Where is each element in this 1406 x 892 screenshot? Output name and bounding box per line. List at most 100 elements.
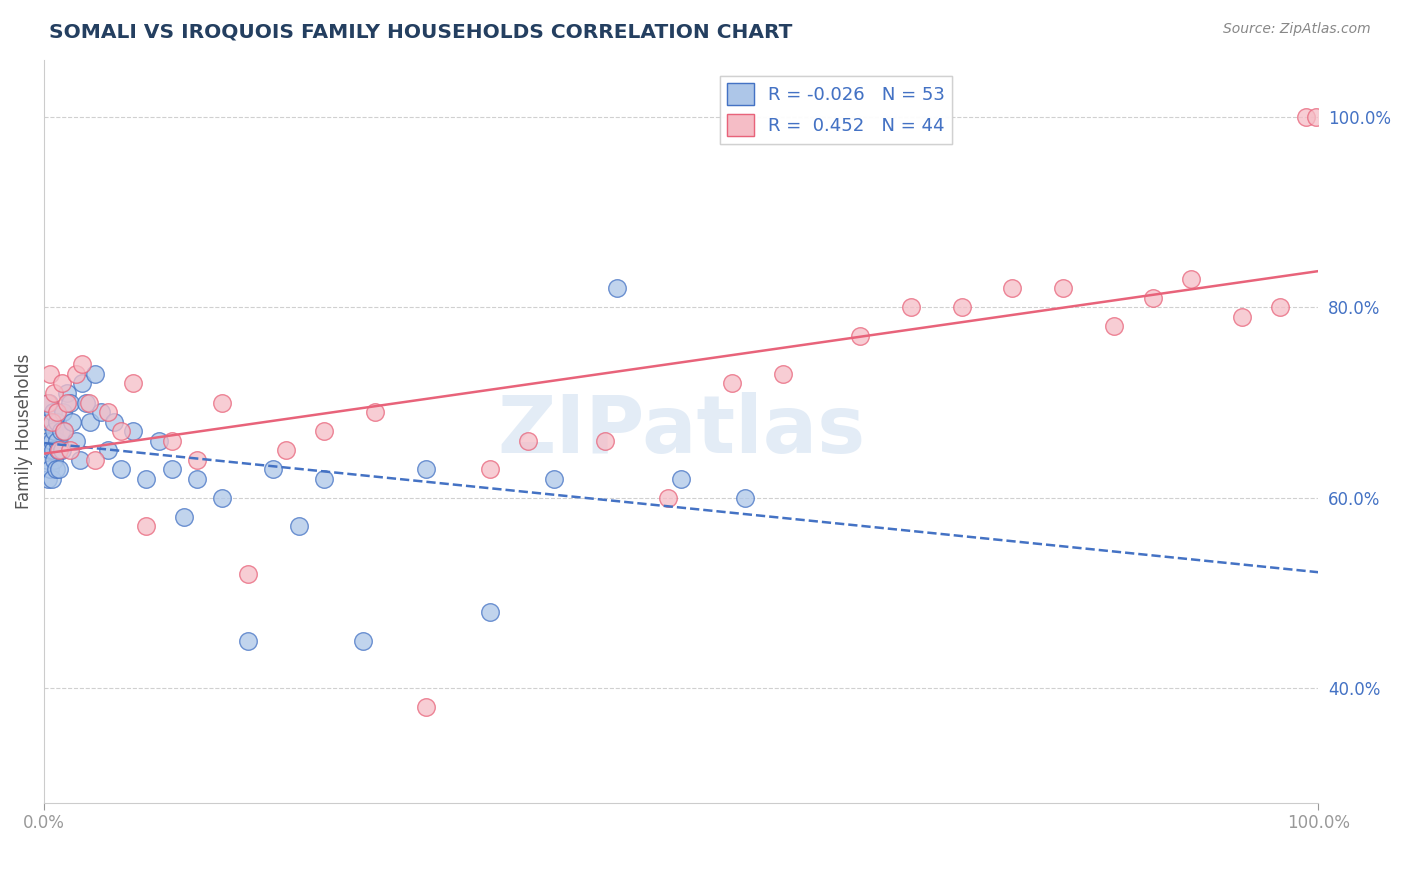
Point <box>276 443 298 458</box>
Point <box>772 367 794 381</box>
Point <box>148 434 170 448</box>
Point <box>58 395 80 409</box>
Point <box>186 472 208 486</box>
Point <box>39 367 62 381</box>
Point <box>56 386 79 401</box>
Point <box>58 443 80 458</box>
Point <box>160 462 183 476</box>
Point <box>593 434 616 448</box>
Point <box>479 605 502 619</box>
Point <box>90 405 112 419</box>
Point <box>84 367 107 381</box>
Point <box>39 462 62 476</box>
Point <box>41 472 63 486</box>
Point <box>77 395 100 409</box>
Point <box>415 462 437 476</box>
Point <box>135 472 157 486</box>
Point <box>122 424 145 438</box>
Legend: R = -0.026   N = 53, R =  0.452   N = 44: R = -0.026 N = 53, R = 0.452 N = 44 <box>720 76 952 144</box>
Point <box>160 434 183 448</box>
Point <box>44 386 66 401</box>
Point <box>97 405 120 419</box>
Point <box>211 491 233 505</box>
Point <box>48 462 70 476</box>
Point <box>37 434 59 448</box>
Point <box>53 424 76 438</box>
Text: ZIPatlas: ZIPatlas <box>498 392 865 470</box>
Point <box>35 452 58 467</box>
Point <box>721 376 744 391</box>
Point <box>65 367 87 381</box>
Point <box>1001 281 1024 295</box>
Point <box>97 443 120 458</box>
Point <box>65 434 87 448</box>
Point <box>236 633 259 648</box>
Point <box>848 329 870 343</box>
Point <box>1104 319 1126 334</box>
Point <box>60 415 83 429</box>
Point <box>110 424 132 438</box>
Point <box>1268 300 1291 314</box>
Point <box>45 415 67 429</box>
Point <box>45 434 67 448</box>
Point <box>110 462 132 476</box>
Point <box>211 395 233 409</box>
Point <box>51 376 73 391</box>
Point <box>186 452 208 467</box>
Point <box>42 443 65 458</box>
Point <box>103 415 125 429</box>
Point <box>415 700 437 714</box>
Point <box>84 452 107 467</box>
Y-axis label: Family Households: Family Households <box>15 353 32 508</box>
Point <box>45 462 67 476</box>
Point <box>45 405 67 419</box>
Text: SOMALI VS IROQUOIS FAMILY HOUSEHOLDS CORRELATION CHART: SOMALI VS IROQUOIS FAMILY HOUSEHOLDS COR… <box>49 22 793 41</box>
Point <box>314 424 336 438</box>
Point <box>51 443 73 458</box>
Point <box>543 472 565 486</box>
Text: Source: ZipAtlas.com: Source: ZipAtlas.com <box>1223 22 1371 37</box>
Point <box>352 633 374 648</box>
Point <box>39 443 62 458</box>
Point <box>236 566 259 581</box>
Point <box>1305 110 1327 124</box>
Point <box>1295 110 1317 124</box>
Point <box>173 509 195 524</box>
Point <box>56 395 79 409</box>
Point <box>49 424 72 438</box>
Point <box>38 395 60 409</box>
Point <box>262 462 284 476</box>
Point <box>72 376 94 391</box>
Point <box>314 472 336 486</box>
Point <box>950 300 973 314</box>
Point <box>1180 271 1202 285</box>
Point <box>657 491 679 505</box>
Point <box>900 300 922 314</box>
Point <box>606 281 628 295</box>
Point <box>75 395 97 409</box>
Point <box>37 472 59 486</box>
Point <box>69 452 91 467</box>
Point <box>517 434 540 448</box>
Point <box>38 415 60 429</box>
Point <box>1230 310 1253 324</box>
Point <box>479 462 502 476</box>
Point <box>669 472 692 486</box>
Point <box>364 405 387 419</box>
Point <box>135 519 157 533</box>
Point <box>41 434 63 448</box>
Point <box>288 519 311 533</box>
Point <box>44 424 66 438</box>
Point <box>72 358 94 372</box>
Point <box>53 424 76 438</box>
Point <box>122 376 145 391</box>
Point <box>37 395 59 409</box>
Point <box>1142 291 1164 305</box>
Point <box>734 491 756 505</box>
Point <box>41 415 63 429</box>
Point <box>1052 281 1074 295</box>
Point <box>52 405 75 419</box>
Point <box>42 405 65 419</box>
Point <box>44 452 66 467</box>
Point <box>46 443 69 458</box>
